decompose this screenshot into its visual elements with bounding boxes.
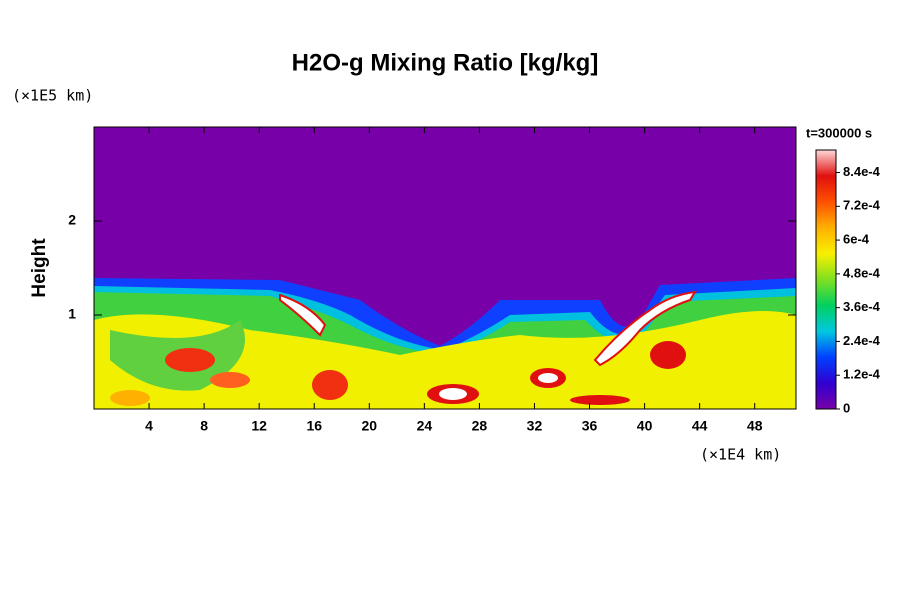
x-tick-label: 48 bbox=[747, 418, 763, 434]
x-unit: (×1E4 km) bbox=[700, 446, 781, 464]
y-unit: (×1E5 km) bbox=[12, 87, 93, 105]
colorbar-tick-label: 2.4e-4 bbox=[843, 333, 881, 348]
x-tick-label: 32 bbox=[527, 418, 543, 434]
colorbar-tick-label: 4.8e-4 bbox=[843, 265, 881, 280]
y-tick-label: 2 bbox=[68, 212, 76, 228]
colorbar-tick-label: 1.2e-4 bbox=[843, 367, 881, 382]
x-tick-label: 24 bbox=[417, 418, 433, 434]
colorbar bbox=[815, 149, 837, 410]
x-tick-label: 8 bbox=[200, 418, 208, 434]
x-tick-label: 20 bbox=[362, 418, 378, 434]
colorbar-tick-label: 7.2e-4 bbox=[843, 198, 881, 213]
time-label: t=300000 s bbox=[806, 125, 872, 140]
field bbox=[94, 127, 796, 409]
plot-frame bbox=[93, 126, 797, 410]
colorbar-tick-label: 6e-4 bbox=[843, 232, 870, 247]
x-tick-label: 4 bbox=[145, 418, 153, 434]
chart-title: H2O-g Mixing Ratio [kg/kg] bbox=[292, 49, 599, 76]
x-tick-label: 12 bbox=[251, 418, 267, 434]
colorbar-tick-label: 8.4e-4 bbox=[843, 164, 881, 179]
x-tick-label: 28 bbox=[472, 418, 488, 434]
x-tick-label: 16 bbox=[306, 418, 322, 434]
x-tick-label: 40 bbox=[637, 418, 653, 434]
colorbar-tick-label: 3.6e-4 bbox=[843, 299, 881, 314]
y-axis-label: Height bbox=[29, 238, 50, 298]
x-tick-label: 36 bbox=[582, 418, 598, 434]
y-tick-label: 1 bbox=[68, 306, 76, 322]
x-tick-label: 44 bbox=[692, 418, 708, 434]
colorbar-tick-label: 0 bbox=[843, 400, 850, 415]
